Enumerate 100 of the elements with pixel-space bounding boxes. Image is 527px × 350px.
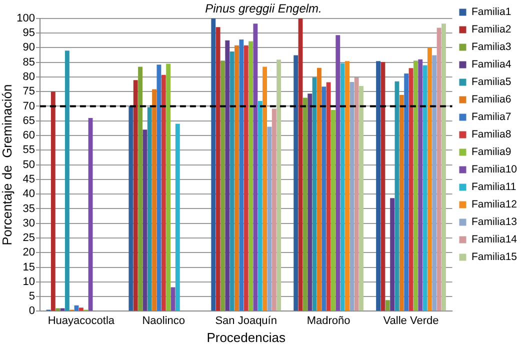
bar — [316, 68, 322, 311]
legend-label: Familia13 — [471, 216, 518, 228]
bar — [138, 66, 142, 311]
bar — [413, 60, 418, 311]
bar — [418, 59, 423, 311]
bar — [436, 28, 442, 311]
bar — [408, 68, 414, 311]
bar — [166, 64, 171, 311]
bar — [216, 27, 220, 311]
legend-label: Familia11 — [471, 181, 516, 194]
legend-label: Familia9 — [471, 146, 512, 158]
legend-label: Familia8 — [471, 128, 512, 141]
bar — [170, 287, 176, 311]
y-tick-label: 45 — [22, 173, 35, 186]
y-tick-label: 25 — [22, 232, 35, 244]
y-tick-label: 60 — [22, 130, 35, 142]
legend-label: Familia15 — [471, 251, 518, 264]
y-tick-label: 85 — [22, 56, 35, 68]
bar — [133, 80, 138, 311]
bar — [152, 89, 157, 311]
bar — [345, 61, 350, 311]
bar — [427, 48, 432, 311]
bar — [50, 92, 56, 311]
bar — [161, 74, 166, 311]
bar — [230, 51, 234, 311]
bar — [350, 82, 354, 311]
bar — [294, 55, 298, 311]
x-tick-label: San Joaquín — [215, 314, 277, 327]
bar — [298, 18, 303, 311]
bar — [359, 86, 364, 311]
bar — [336, 35, 340, 311]
bar — [175, 124, 180, 311]
y-tick-label: 55 — [22, 144, 35, 156]
y-tick-label: 35 — [22, 202, 35, 215]
bar — [258, 100, 262, 311]
y-tick-label: 15 — [22, 261, 35, 274]
y-tick-label: 90 — [22, 42, 35, 54]
bar — [354, 78, 359, 311]
bar — [302, 98, 308, 311]
legend-label: Familia6 — [471, 94, 512, 106]
legend-label: Familia10 — [471, 164, 518, 176]
bar — [326, 82, 331, 311]
y-tick-label: 70 — [22, 100, 35, 112]
legend-label: Familia2 — [471, 24, 512, 36]
bar — [267, 126, 272, 311]
bar — [234, 45, 239, 311]
bar — [432, 55, 437, 311]
y-tick-label: 5 — [28, 290, 35, 303]
bar — [220, 60, 225, 311]
y-tick-label: 20 — [22, 246, 35, 259]
y-tick-label: 80 — [22, 70, 35, 83]
bar — [399, 94, 404, 311]
y-tick-label: 30 — [22, 217, 35, 230]
bar — [276, 60, 282, 311]
bar — [441, 24, 446, 311]
x-axis-title: Procedencias — [206, 330, 286, 345]
y-tick-label: 40 — [22, 188, 35, 200]
y-tick-label: 65 — [22, 114, 35, 127]
bar — [78, 308, 84, 311]
bar — [322, 86, 326, 311]
bar — [404, 73, 409, 311]
bar — [225, 40, 230, 311]
bar — [394, 81, 400, 311]
y-axis-title: Porcentaje de Greminación — [0, 84, 14, 246]
legend-label: Familia5 — [471, 76, 512, 88]
bar — [248, 41, 253, 311]
bar — [156, 64, 162, 311]
x-tick-label: Naolinco — [142, 314, 186, 327]
legend-label: Familia12 — [471, 198, 518, 211]
legend-label: Familia14 — [471, 234, 518, 246]
bar — [147, 107, 152, 311]
bar — [312, 78, 317, 311]
x-tick-label: Madroño — [306, 314, 350, 327]
legend-label: Familia3 — [471, 41, 512, 54]
bar — [142, 130, 148, 311]
x-tick-label: Huayacocotla — [48, 314, 116, 327]
y-tick-label: 75 — [22, 86, 35, 98]
y-tick-label: 10 — [22, 276, 35, 288]
y-tick-label: 50 — [22, 158, 35, 171]
bar — [88, 118, 93, 311]
bar — [262, 66, 268, 311]
bar — [244, 45, 248, 311]
bar — [64, 50, 70, 311]
chart-title: Pinus greggii Engelm. — [205, 2, 322, 16]
y-tick-label: 100 — [16, 12, 35, 24]
bar — [390, 198, 395, 311]
bar — [272, 108, 276, 311]
legend-label: Familia1 — [471, 6, 512, 18]
y-tick-label: 0 — [28, 305, 35, 318]
bar — [376, 61, 381, 311]
bar — [239, 39, 244, 311]
x-tick-label: Valle Verde — [383, 314, 439, 327]
bar — [331, 110, 336, 311]
bar — [211, 18, 216, 311]
bar — [308, 94, 312, 311]
bar — [422, 65, 428, 311]
bar — [253, 24, 258, 311]
bar — [340, 63, 345, 311]
legend-label: Familia4 — [471, 58, 512, 71]
y-tick-label: 95 — [22, 27, 35, 40]
